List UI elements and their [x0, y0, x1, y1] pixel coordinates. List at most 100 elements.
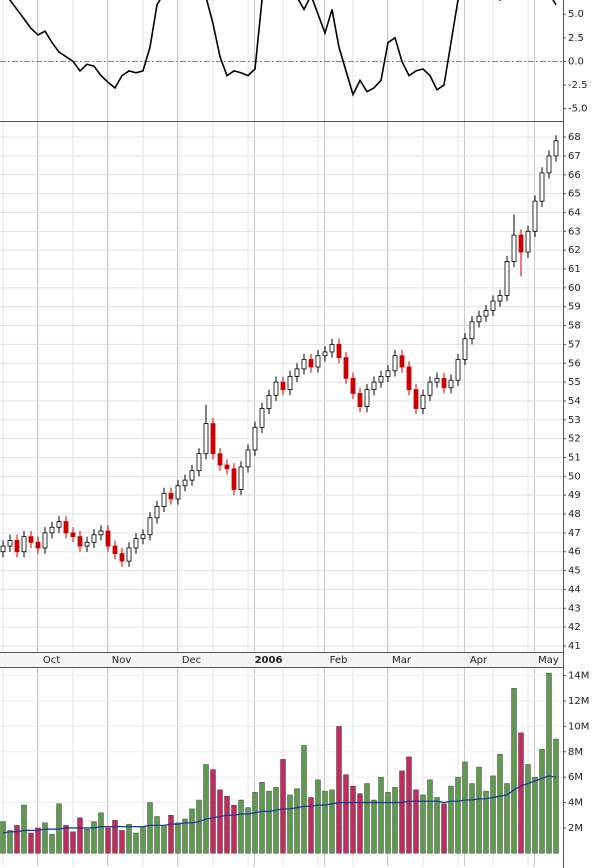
y-tick-label: 64	[568, 207, 581, 218]
candle-body	[539, 172, 545, 202]
volume-bar	[420, 794, 426, 854]
candle-body	[112, 545, 118, 555]
candle-body	[511, 234, 517, 262]
volume-bar	[224, 795, 230, 854]
candle-body	[224, 464, 230, 470]
volume-bar	[287, 794, 293, 854]
volume-bar	[308, 797, 314, 854]
volume-bar	[42, 822, 48, 854]
y-tick-label: 54	[568, 396, 581, 407]
y-tick-label: 44	[568, 584, 581, 595]
volume-bar	[483, 790, 489, 854]
y-tick-label: 0.0	[568, 56, 584, 67]
candle-body	[497, 294, 503, 302]
volume-bar	[238, 799, 244, 854]
candle-body	[294, 368, 300, 377]
candle-body	[147, 517, 153, 536]
y-tick-label: 61	[568, 264, 581, 275]
y-tick-label: -5.0	[568, 104, 588, 115]
volume-bar	[315, 779, 321, 854]
candle-body	[161, 492, 167, 507]
candle-body	[392, 355, 398, 372]
candle-body	[210, 423, 216, 455]
volume-bar	[448, 785, 454, 854]
volume-bar	[28, 832, 34, 854]
candle-body	[413, 389, 419, 409]
y-tick-label: 62	[568, 245, 581, 256]
y-tick-label: 68	[568, 132, 581, 143]
candle-body	[462, 338, 468, 360]
volume-bar	[161, 825, 167, 854]
volume-bar	[259, 782, 265, 854]
y-tick-label: 46	[568, 547, 581, 558]
candle-body	[105, 530, 111, 547]
date-axis-band	[0, 652, 563, 668]
volume-bar	[105, 827, 111, 854]
volume-bar	[175, 822, 181, 854]
volume-bar	[217, 789, 223, 854]
candle-body	[98, 530, 104, 536]
candle-body	[322, 351, 328, 357]
candle-body	[7, 540, 13, 547]
candle-body	[525, 230, 531, 253]
candle-body	[350, 377, 356, 394]
candle-body	[483, 310, 489, 317]
y-tick-label: 53	[568, 415, 581, 426]
candle-body	[406, 366, 412, 391]
candle-body	[189, 470, 195, 481]
candle-body	[217, 453, 223, 466]
volume-bar	[252, 792, 258, 854]
y-tick-label: 43	[568, 603, 581, 614]
x-tick-label: Feb	[330, 655, 348, 666]
y-tick-label: 52	[568, 434, 581, 445]
candle-body	[154, 506, 160, 519]
y-tick-label: 2M	[568, 823, 583, 834]
volume-bar	[294, 788, 300, 854]
y-tick-label: 51	[568, 452, 581, 463]
candle-body	[315, 355, 321, 368]
volume-bar	[497, 754, 503, 854]
y-tick-label: -2.5	[568, 80, 588, 91]
volume-bar	[518, 732, 524, 854]
candle-body	[196, 453, 202, 472]
y-tick-label: 48	[568, 509, 581, 520]
volume-bar	[469, 783, 475, 854]
y-tick-label: 49	[568, 490, 581, 501]
volume-bar	[133, 832, 139, 854]
volume-bar	[406, 756, 412, 854]
y-tick-label: 58	[568, 321, 581, 332]
candle-body	[476, 315, 482, 323]
candle-body	[259, 408, 265, 428]
volume-bar	[455, 776, 461, 854]
y-tick-label: 14M	[568, 671, 589, 682]
x-tick-label: 2006	[255, 655, 283, 666]
y-tick-label: 6M	[568, 772, 583, 783]
candle-body	[371, 381, 377, 391]
volume-average-line	[2, 775, 557, 834]
volume-bar	[504, 783, 510, 854]
volume-bar	[147, 802, 153, 854]
volume-bar	[245, 807, 251, 854]
oscillator-line	[8, 0, 557, 97]
candle-body	[238, 466, 244, 490]
y-tick-label: 10M	[568, 721, 589, 732]
volume-bar	[357, 793, 363, 854]
volume-bar	[210, 769, 216, 854]
volume-bar	[91, 821, 97, 854]
candle-body	[91, 534, 97, 543]
candle-body	[504, 261, 510, 296]
volume-bar	[231, 804, 237, 854]
candle-body	[84, 541, 90, 547]
candle-body	[329, 344, 335, 353]
volume-bar	[189, 808, 195, 854]
y-tick-label: 60	[568, 283, 581, 294]
volume-bar	[49, 834, 55, 854]
candle-body	[0, 545, 6, 553]
y-tick-label: 5.0	[568, 9, 584, 20]
candle-body	[56, 521, 62, 528]
volume-bar	[532, 776, 538, 854]
volume-bar	[462, 761, 468, 854]
candle-body	[63, 521, 69, 534]
y-tick-label: 2.5	[568, 33, 584, 44]
